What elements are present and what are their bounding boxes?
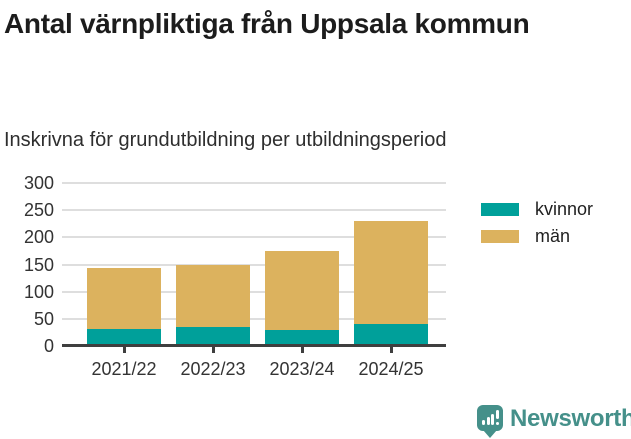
x-axis-tick	[390, 347, 393, 353]
gridline-250	[62, 209, 446, 211]
x-axis-line	[62, 344, 446, 347]
legend-swatch	[481, 202, 519, 216]
chart-subtitle: Inskrivna för grundutbildning per utbild…	[4, 129, 447, 151]
gridline-100	[62, 291, 446, 293]
bar-segment-kvinnor	[354, 324, 428, 346]
y-axis-tick-label: 300	[23, 173, 54, 193]
legend-item-män: män	[481, 226, 593, 246]
y-axis-tick-label: 50	[33, 309, 54, 329]
x-axis-tick	[123, 347, 126, 353]
legend-label: kvinnor	[535, 198, 594, 219]
bar-segment-kvinnor	[265, 330, 339, 346]
bar-chart-speech-bubble-icon	[477, 405, 503, 438]
legend-swatch	[481, 229, 519, 243]
y-axis-tick-label: 200	[23, 227, 54, 247]
y-axis-tick-label: 100	[23, 282, 54, 302]
x-axis-label: 2021/22	[91, 359, 157, 379]
brand-name: Newsworthy	[510, 405, 631, 432]
x-axis-tick	[301, 347, 304, 353]
legend-label: män	[535, 225, 571, 246]
x-axis-label: 2022/23	[180, 359, 246, 379]
x-axis-tick	[212, 347, 215, 353]
gridline-200	[62, 236, 446, 238]
y-axis-tick-label: 150	[23, 255, 54, 275]
bar-segment-kvinnor	[87, 328, 161, 346]
gridline-300	[62, 182, 446, 184]
y-axis-tick-label: 0	[43, 336, 54, 356]
legend-item-kvinnor: kvinnor	[481, 199, 593, 219]
bar-segment-män	[265, 250, 339, 331]
bar-segment-kvinnor	[176, 327, 250, 346]
bar-segment-män	[354, 221, 428, 325]
gridline-150	[62, 264, 446, 266]
x-axis-label: 2024/25	[358, 359, 424, 379]
bar-segment-män	[176, 265, 250, 327]
chart-title: Antal värnpliktiga från Uppsala kommun	[4, 8, 530, 39]
y-axis-tick-label: 250	[23, 200, 54, 220]
chart-legend: kvinnor män	[481, 199, 593, 256]
gridline-50	[62, 318, 446, 320]
newsworthy-logo: Newsworthy	[477, 405, 631, 438]
bar-segment-män	[87, 268, 161, 329]
x-axis-label: 2023/24	[269, 359, 335, 379]
